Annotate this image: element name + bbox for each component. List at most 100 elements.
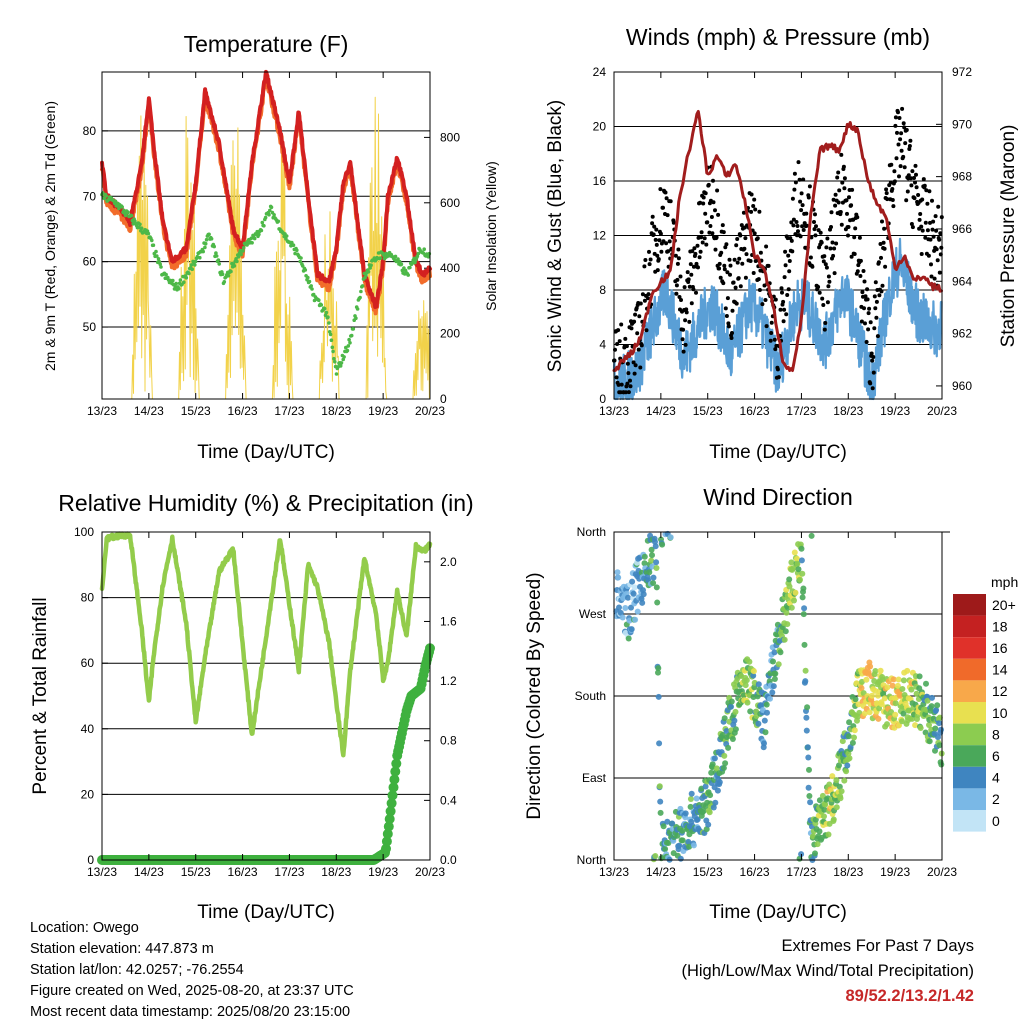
gust-point [699,235,704,240]
gust-point [928,237,933,242]
gust-point [720,223,725,228]
direction-point [795,566,802,573]
gust-point [786,287,791,292]
extreme-low: 52.2 [868,987,901,1005]
direction-point [872,668,879,674]
gust-point [787,269,792,274]
gust-point [806,195,811,200]
speed-legend-swatch [953,702,986,724]
gust-point [866,327,871,332]
rainfall-point [382,828,393,839]
winds-xlabel: Time (Day/UTC) [709,442,847,463]
direction-point [800,611,807,618]
gust-point [710,231,715,236]
direction-point [803,727,810,734]
gust-point [774,343,779,348]
gust-point [752,231,757,236]
direction-point [650,580,657,586]
gust-point [667,239,672,244]
dewpoint-point [239,252,243,257]
dewpoint-point [331,349,335,354]
winds-xtick-label: 15/23 [693,404,723,418]
gust-point [785,293,790,297]
gust-point [813,233,818,238]
gust-point [925,201,930,206]
direction-point [788,604,795,611]
gust-point [699,230,704,235]
gust-point [671,220,676,225]
direction-point [693,795,700,802]
temperature-ytick-label: 60 [83,255,97,269]
direction-point [801,641,808,648]
gust-point [928,220,932,225]
gust-point [738,233,743,238]
rainfall-point [389,774,400,785]
temperature-xtick-label: 15/23 [181,404,211,418]
gust-point [828,246,833,251]
gust-point [749,192,754,197]
gust-point [772,337,777,342]
gust-point [773,347,778,352]
gust-point [897,174,901,179]
direction-point [899,686,906,692]
direction-point [713,765,720,772]
direction-point [833,804,840,811]
direction-point [682,810,689,817]
gust-point [736,276,741,281]
direction-point [655,665,662,672]
direction-point [866,709,873,716]
gust-point [814,224,818,229]
dewpoint-point [209,237,214,241]
gust-point [919,224,924,229]
direction-ytick-label: West [579,607,607,621]
gust-point [783,263,788,268]
gust-point [908,176,913,181]
temperature-2m-line [100,69,432,309]
gust-point [635,331,640,336]
speed-legend-label: 20+ [992,597,1016,613]
dewpoint-point [151,243,156,247]
direction-xtick-label: 18/23 [833,865,863,879]
dewpoint-point [368,266,373,270]
relative-humidity-line [99,531,433,758]
gust-point [748,259,753,263]
direction-point [742,682,749,689]
gust-point [890,198,895,202]
direction-point [782,628,789,635]
gust-point [873,280,878,285]
humidity-xtick-label: 15/23 [181,865,211,879]
direction-point [746,658,753,665]
gust-point [837,188,842,193]
gust-point [858,274,863,278]
gust-point [683,318,688,323]
direction-point [838,788,845,795]
gust-point [688,262,693,267]
direction-point [826,781,833,788]
dewpoint-point [190,267,194,272]
gust-point [677,295,682,299]
direction-point [836,762,842,769]
gust-point [836,170,841,175]
dewpoint-point [260,220,265,225]
dewpoint-point [245,243,249,247]
temperature-ytick-label: 80 [83,124,97,138]
direction-point [900,710,907,717]
direction-point [732,726,739,733]
gust-point [665,213,670,218]
direction-point [833,777,840,784]
dewpoint-point [324,310,329,315]
direction-point [654,599,661,606]
pressure-line [612,110,943,372]
direction-point [843,768,850,775]
gust-point [628,384,633,389]
rainfall-point [385,806,396,817]
gust-point [835,175,840,180]
gust-point [858,258,863,263]
dewpoint-point [326,315,330,320]
gust-point [615,342,620,346]
winds-y2tick-label: 972 [952,65,972,79]
gust-point [782,275,787,280]
direction-xlabel: Time (Day/UTC) [709,902,847,923]
direction-point [788,559,795,566]
